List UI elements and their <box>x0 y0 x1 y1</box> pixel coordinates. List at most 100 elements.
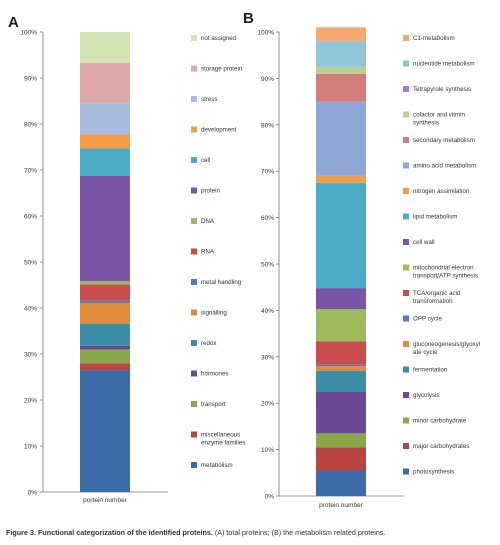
panel-b-bar-segment <box>316 101 366 176</box>
panel-a-y-tick-label: 60% <box>24 214 37 221</box>
caption-text: (A) total proteins; (B) the metabolism r… <box>212 528 386 537</box>
caption-bold: Figure 3. Functional categorization of t… <box>6 528 213 537</box>
panel-a-y-tick-label: 40% <box>24 306 37 313</box>
panel-b-bar-segment <box>316 433 366 448</box>
panel-a-legend-swatch <box>191 462 197 468</box>
panel-a-bar-segment <box>80 302 130 324</box>
panel-a-legend-swatch <box>191 187 197 194</box>
panel-b-y-tick-label: 100% <box>257 30 274 37</box>
panel-a-legend-swatch <box>191 431 197 438</box>
panel-a-legend-swatch <box>191 126 197 133</box>
panel-b-legend-swatch <box>403 341 409 347</box>
panel-a-legend-label: metal handling <box>201 279 242 286</box>
panel-b-y-tick-label: 10% <box>261 447 274 454</box>
panel-b-y-tick-label: 30% <box>261 354 274 361</box>
panel-a-bar-segment <box>80 134 130 149</box>
panel-b-legend-swatch <box>403 366 409 373</box>
panel-a-legend-label: RNA <box>201 249 215 256</box>
panel-a-legend-label: cell <box>201 157 210 164</box>
panel-b-bar-segment <box>316 182 366 289</box>
panel-a-y-tick-label: 80% <box>24 122 37 129</box>
panel-b-bar-segment <box>316 175 366 183</box>
panel-b-legend-swatch <box>403 60 409 67</box>
panel-a-bar-segment <box>80 323 130 346</box>
panel-a-legend-label: hormones <box>201 371 229 378</box>
panel-a-y-tick-label: 30% <box>24 352 37 359</box>
panel-a-bar-segment <box>80 32 130 63</box>
panel-b-legend-label: nitrogen assimilation <box>413 188 470 195</box>
panel-a-x-label: portein number <box>83 497 128 504</box>
panel-b-legend-swatch <box>403 468 409 475</box>
panel-a-bar-segment <box>80 345 130 350</box>
panel-b-legend-label: C1-metabolism <box>413 35 455 42</box>
panel-b-y-tick-label: 70% <box>261 169 274 176</box>
panel-b-legend-label: amino acid metabolism <box>413 163 476 170</box>
panel-b-y-tick-label: 0% <box>265 494 275 501</box>
panel-b-legend-swatch <box>403 417 409 424</box>
panel-b-bar-segment <box>316 370 366 392</box>
panel-a-legend-label: metabolism <box>201 462 233 469</box>
panel-b-bar-segment <box>316 309 366 342</box>
panel-b-y-tick-label: 20% <box>261 401 274 408</box>
panel-b-bar-segment <box>316 364 366 367</box>
panel-b-legend-label: OPP cycle <box>413 316 442 323</box>
panel-a-bar-segment <box>80 300 130 303</box>
panel-a-y-tick-label: 50% <box>24 260 37 267</box>
panel-a-legend-swatch <box>191 96 197 102</box>
panel-a-bar-segment <box>80 284 130 301</box>
panel-b-bar-segment <box>316 447 366 471</box>
panel-a-y-tick-label: 20% <box>24 398 37 405</box>
figure-caption: Figure 3. Functional categorization of t… <box>6 528 496 537</box>
panel-b-legend-label: photosynthesis <box>413 469 454 476</box>
panel-b-legend-swatch <box>403 264 409 271</box>
panel-a-legend-label: not assigned <box>201 35 237 42</box>
panel-a-y-tick-label: 0% <box>28 490 38 497</box>
panel-a-legend-label: redox <box>201 340 217 347</box>
panel-b-bar-segment <box>316 41 366 67</box>
panel-a-y-tick-label: 10% <box>24 444 37 451</box>
panel-b-y-tick-label: 40% <box>261 308 274 315</box>
panel-b-legend-label: glycolysis <box>413 392 439 399</box>
panel-b-legend-label: cell wall <box>413 239 435 246</box>
panel-a-legend-label: signalling <box>201 310 227 317</box>
panel-b-bar-segment <box>316 341 366 365</box>
panel-b-legend-label: cofactor and vitmin synthesis <box>413 112 465 127</box>
panel-a-legend-label: transport <box>201 401 226 408</box>
panel-a-y-tick-label: 90% <box>24 76 37 83</box>
panel-a-bar-segment <box>80 370 130 492</box>
panel-a-legend-swatch <box>191 401 197 407</box>
panel-b-bar-segment <box>316 391 366 434</box>
panel-a-bar-segment <box>80 349 130 364</box>
panel-b-legend-swatch <box>403 392 409 398</box>
panel-a-bar-segment <box>80 62 130 104</box>
panel-a-letter: A <box>8 14 19 31</box>
panel-a-legend-label: development <box>201 127 237 134</box>
panel-b-legend-label: mitochondrial electron transport/ATP synt… <box>413 265 478 280</box>
panel-b-legend-label: secondary metabolism <box>413 137 475 144</box>
panel-b-y-tick-label: 80% <box>261 122 274 129</box>
panel-b-bar-segment <box>316 470 366 496</box>
panel-b-legend-swatch <box>403 290 409 296</box>
panel-b-legend-label: TCA/organic acid transformation <box>413 290 461 305</box>
panel-a-legend-swatch <box>191 248 197 255</box>
panel-a-legend-label: miscellaneous enzyme families <box>201 432 245 447</box>
panel-a-bar-segment <box>80 175 130 282</box>
panel-a-legend-label: protein <box>201 188 220 195</box>
panel-a-legend-label: DNA <box>201 218 215 225</box>
panel-b-legend-swatch <box>403 213 409 220</box>
panel-b-legend-label: fermentation <box>413 367 448 374</box>
panel-b-legend-swatch <box>403 86 409 92</box>
panel-a-legend-swatch <box>191 65 197 72</box>
panel-b-legend-swatch <box>403 239 409 245</box>
panel-a-legend-label: stress <box>201 96 218 103</box>
panel-b-legend-label: major carbohydrates <box>413 443 469 450</box>
panel-a-bar-segment <box>80 281 130 285</box>
panel-a-bar-segment <box>80 363 130 371</box>
panel-b-legend-label: minor carbohydrate <box>413 418 467 425</box>
panel-a-y-tick-label: 100% <box>20 30 37 37</box>
panel-a-bar-segment <box>80 103 130 135</box>
panel-b-legend-swatch <box>403 137 409 143</box>
panel-b-legend-swatch <box>403 35 409 41</box>
panel-a-legend-label: storage protein <box>201 66 243 73</box>
